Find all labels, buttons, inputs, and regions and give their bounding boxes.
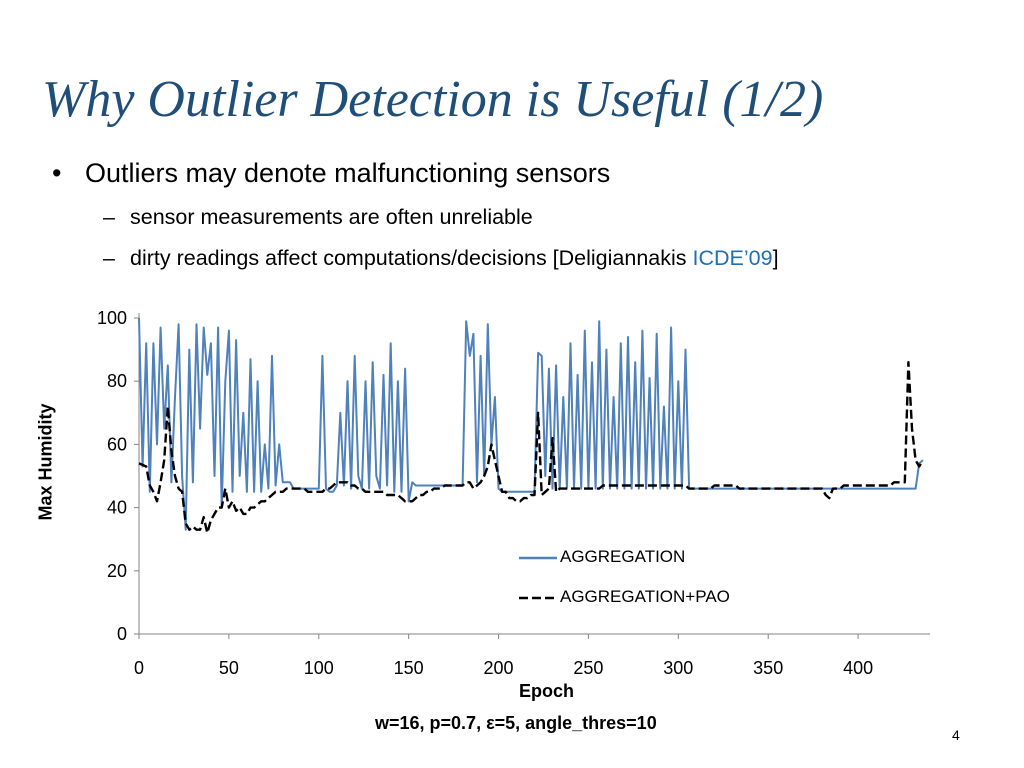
y-axis-label: Max Humidity	[35, 403, 56, 521]
bullet-text: Outliers may denote malfunctioning senso…	[85, 158, 611, 188]
y-tick-label: 80	[107, 371, 127, 391]
citation-link: ICDE’09	[692, 246, 773, 270]
sub-bullet-dash: –	[103, 246, 115, 270]
chart-axes: 0 20 40 60 80 100 0 50 100 150 200 250 300 350 400	[97, 308, 930, 678]
x-tick-label: 300	[663, 658, 693, 678]
series-line-aggregation-pao	[138, 361, 924, 535]
sub-bullet-dash: –	[103, 205, 115, 229]
sub-bullet-text-end: ]	[772, 246, 779, 270]
chart-caption: w=16, p=0.7, ε=5, angle_thres=10	[375, 713, 657, 733]
x-tick-label: 100	[304, 658, 334, 678]
x-tick-label: 400	[843, 658, 873, 678]
x-tick-label: 250	[573, 658, 603, 678]
x-axis-label: Epoch	[519, 681, 575, 701]
bullet-item: • Outliers may denote malfunctioning sens…	[52, 158, 610, 189]
y-tick-label: 20	[107, 561, 127, 581]
y-tick-label: 0	[117, 624, 127, 644]
y-tick-label: 60	[107, 434, 127, 454]
legend-label: AGGREGATION	[560, 547, 686, 566]
bullet-symbol: •	[52, 158, 62, 188]
sub-bullet-2: – dirty readings affect computations/deci…	[103, 246, 779, 271]
x-tick-label: 150	[394, 658, 424, 678]
x-tick-label: 350	[753, 658, 783, 678]
legend-label: AGGREGATION+PAO	[560, 587, 730, 606]
x-tick-label: 50	[219, 658, 239, 678]
series-line-aggregation	[138, 317, 924, 531]
slide-title: Why Outlier Detection is Useful (1/2)	[42, 71, 824, 128]
x-tick-label: 0	[134, 658, 144, 678]
page-number: 4	[952, 727, 960, 743]
y-tick-label: 40	[107, 498, 127, 518]
sub-bullet-1: – sensor measurements are often unreliabl…	[103, 205, 533, 230]
x-tick-label: 200	[484, 658, 514, 678]
chart-lines	[138, 317, 924, 535]
sub-bullet-text: dirty readings affect computations/decis…	[130, 246, 693, 270]
sub-bullet-text: sensor measurements are often unreliable	[130, 205, 533, 229]
y-tick-label: 100	[97, 308, 127, 328]
